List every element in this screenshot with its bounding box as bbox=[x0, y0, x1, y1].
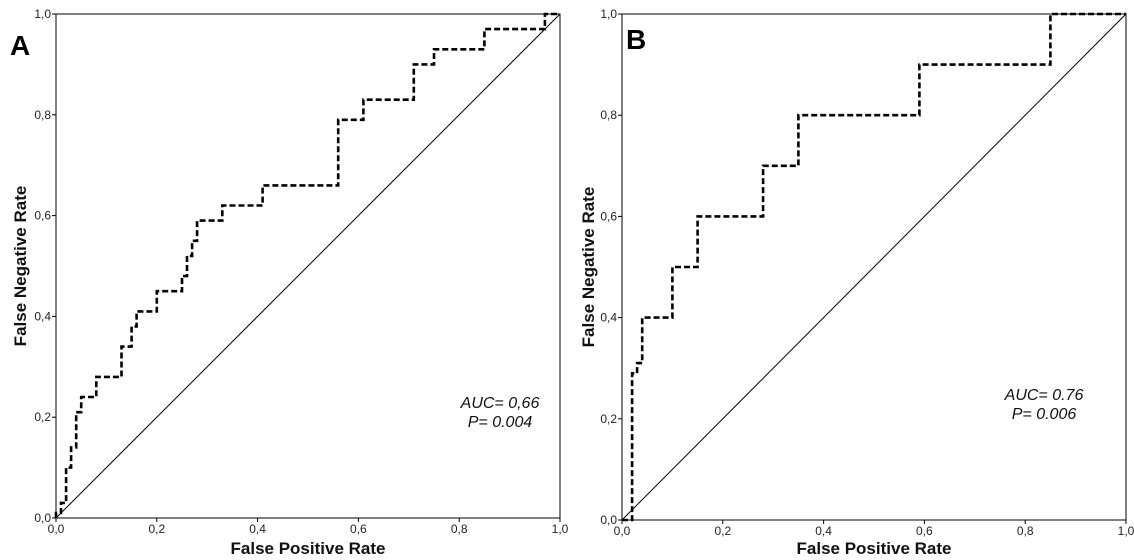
auc-annotation: AUC= 0,66 bbox=[460, 395, 540, 412]
auc-annotation: AUC= 0.76 bbox=[1004, 387, 1084, 404]
y-tick-label: 0,2 bbox=[600, 412, 617, 426]
p-value-annotation: P= 0.004 bbox=[468, 414, 533, 431]
x-tick-label: 0,8 bbox=[1017, 524, 1034, 538]
y-tick-label: 1,0 bbox=[600, 7, 617, 21]
y-tick-label: 0,2 bbox=[34, 410, 51, 424]
y-tick-label: 0,8 bbox=[600, 108, 617, 122]
x-tick-label: 1,0 bbox=[1118, 524, 1134, 538]
panel-A: 0,0 0,2 0,4 0,6 0,8 1,00,00,20,40,60,81,0Fals… bbox=[10, 7, 569, 558]
y-tick-label: 0,6 bbox=[600, 209, 617, 223]
x-tick-label: 0,4 bbox=[815, 524, 832, 538]
panel-B: 0,0 0,2 0,4 0,6 0,8 1,00,00,20,40,60,81,0Fals… bbox=[579, 7, 1134, 558]
reference-diagonal bbox=[56, 14, 560, 518]
p-value-annotation: P= 0.006 bbox=[1012, 406, 1077, 423]
x-tick-label: 0,6 bbox=[350, 522, 367, 536]
x-tick-label: 0,4 bbox=[249, 522, 266, 536]
y-tick-label: 0,0 bbox=[34, 511, 51, 525]
y-tick-label: 0,8 bbox=[34, 108, 51, 122]
y-tick-label: 0,6 bbox=[34, 209, 51, 223]
panel-label: B bbox=[626, 24, 646, 55]
y-axis-title: False Negative Rate bbox=[579, 187, 598, 348]
x-tick-label: 0,2 bbox=[714, 524, 731, 538]
x-tick-label: 0,2 bbox=[148, 522, 165, 536]
y-tick-label: 0,0 bbox=[600, 513, 617, 527]
y-tick-label: 0,4 bbox=[34, 309, 51, 323]
x-axis-title: False Positive Rate bbox=[797, 539, 952, 558]
x-tick-label: 1,0 bbox=[552, 522, 569, 536]
y-tick-label: 1,0 bbox=[34, 7, 51, 21]
x-tick-label: 0,8 bbox=[451, 522, 468, 536]
x-tick-label: 0,6 bbox=[916, 524, 933, 538]
y-axis-title: False Negative Rate bbox=[11, 186, 30, 347]
y-tick-label: 0,4 bbox=[600, 311, 617, 325]
x-axis-title: False Positive Rate bbox=[231, 539, 386, 558]
panel-label: A bbox=[10, 30, 30, 61]
